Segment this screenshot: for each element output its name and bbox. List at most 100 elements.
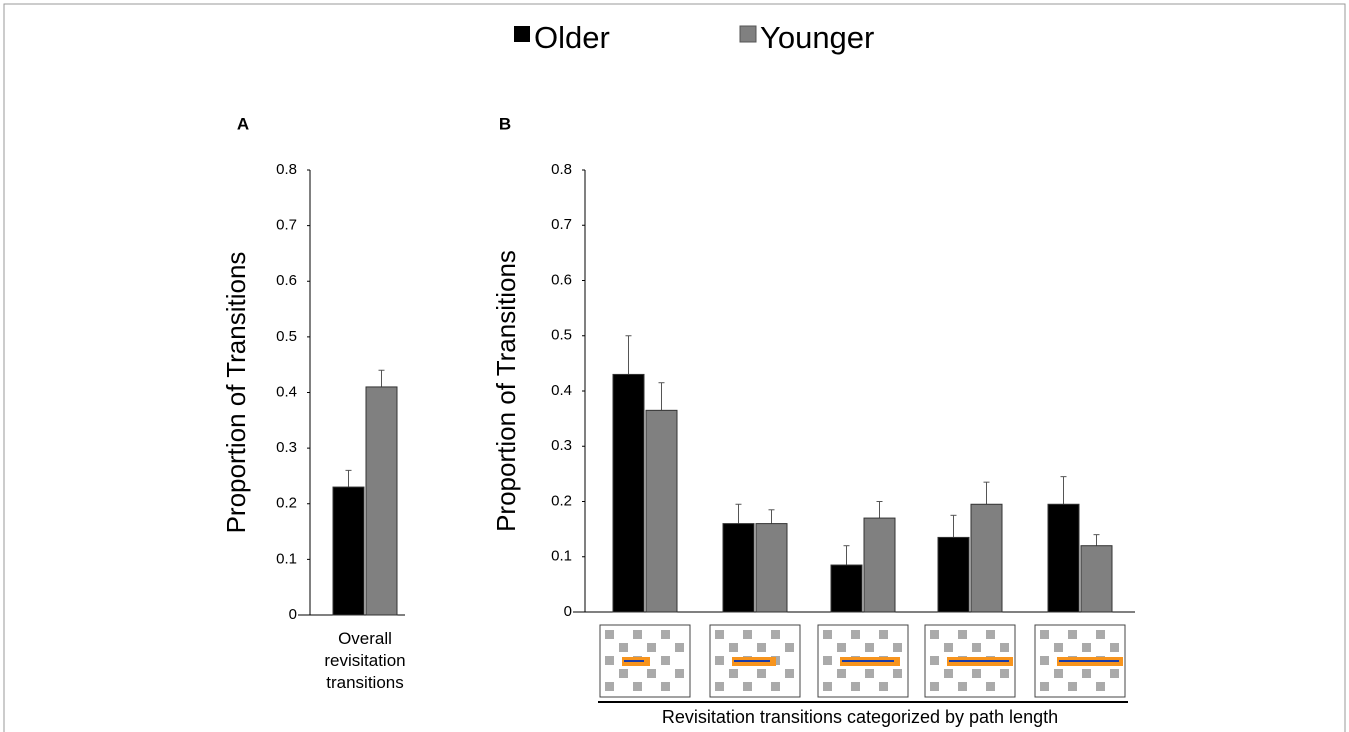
chart: Older Younger A Proportion of Transitions… [0,0,1349,732]
y-tick-label: 0.4 [276,383,297,400]
y-tick-label: 0.4 [551,382,572,399]
icon-cell [879,682,888,691]
icon-cell [633,630,642,639]
bar [723,524,754,612]
panel-label: A [237,114,249,133]
icon-cell [879,630,888,639]
icon-cell [715,630,724,639]
icon-cell [986,630,995,639]
y-tick-label: 0 [564,603,572,620]
icon-cell [865,643,874,652]
figure: Older Younger A Proportion of Transitions… [0,0,1349,732]
y-tick-label: 0.2 [276,495,297,512]
icon-cell [619,669,628,678]
icon-cell [633,682,642,691]
icon-cell [1096,682,1105,691]
icon-cell [1068,682,1077,691]
bar [938,537,969,612]
icon-cell [823,630,832,639]
icon-cell [823,682,832,691]
icon-cell [1040,656,1049,665]
y-tick-label: 0.6 [551,271,572,288]
panel-label: B [499,114,511,133]
icon-cell [958,630,967,639]
y-tick-label: 0.3 [276,439,297,456]
icon-cell [944,669,953,678]
icon-cell [757,669,766,678]
icon-cell [837,669,846,678]
icon-cell [865,669,874,678]
icon-cell [1068,630,1077,639]
y-tick-label: 0.7 [276,217,297,234]
icon-cell [729,669,738,678]
bar [366,387,397,615]
bar [1048,504,1079,612]
legend-label: Older [534,20,610,55]
x-tick-label: Overall revisitation transitions [305,628,425,694]
icon-cell [930,656,939,665]
bar [971,504,1002,612]
bar [864,518,895,612]
icon-cell [661,630,670,639]
y-tick-label: 0 [289,606,297,623]
y-tick-label: 0.8 [276,161,297,178]
icon-cell [972,643,981,652]
icon-cell [958,682,967,691]
icon-cell [675,643,684,652]
icon-cell [605,656,614,665]
icon-cell [1040,630,1049,639]
icon-cell [930,630,939,639]
icon-cell [1000,669,1009,678]
bar [1081,546,1112,612]
icon-cell [1054,643,1063,652]
icon-cell [605,630,614,639]
icon-cell [1082,643,1091,652]
icon-cell [837,643,846,652]
icon-cell [893,643,902,652]
icon-cell [743,682,752,691]
icon-cell [647,643,656,652]
icon-cell [715,682,724,691]
icon-cell [1040,682,1049,691]
icon-cell [729,643,738,652]
icon-cell [1110,669,1119,678]
bar [333,487,364,615]
icon-cell [1096,630,1105,639]
icon-cell [605,682,614,691]
y-tick-label: 0.2 [551,492,572,509]
icon-cell [785,669,794,678]
y-tick-label: 0.5 [276,328,297,345]
icon-cell [893,669,902,678]
icon-cell [661,682,670,691]
icon-cell [771,682,780,691]
y-tick-label: 0.1 [551,548,572,565]
y-tick-label: 0.1 [276,550,297,567]
icon-cell [785,643,794,652]
icon-cell [647,669,656,678]
icon-cell [930,682,939,691]
y-tick-label: 0.8 [551,161,572,178]
icon-cell [1000,643,1009,652]
icon-cell [851,630,860,639]
bar [613,374,644,612]
legend-label: Younger [760,20,874,55]
y-tick-label: 0.5 [551,327,572,344]
y-tick-label: 0.7 [551,216,572,233]
bar [646,410,677,612]
legend-swatch [514,26,530,42]
y-axis-title: Proportion of Transitions [221,252,251,534]
icon-cell [619,643,628,652]
icon-cell [661,656,670,665]
icon-cell [715,656,724,665]
icon-cell [771,630,780,639]
figure-border [4,4,1345,732]
icon-cell [675,669,684,678]
icon-cell [851,682,860,691]
icon-cell [1054,669,1063,678]
icon-cell [1082,669,1091,678]
x-axis-title: Revisitation transitions categorized by … [662,707,1058,727]
legend-swatch [740,26,756,42]
icon-cell [823,656,832,665]
y-tick-label: 0.3 [551,437,572,454]
icon-cell [986,682,995,691]
